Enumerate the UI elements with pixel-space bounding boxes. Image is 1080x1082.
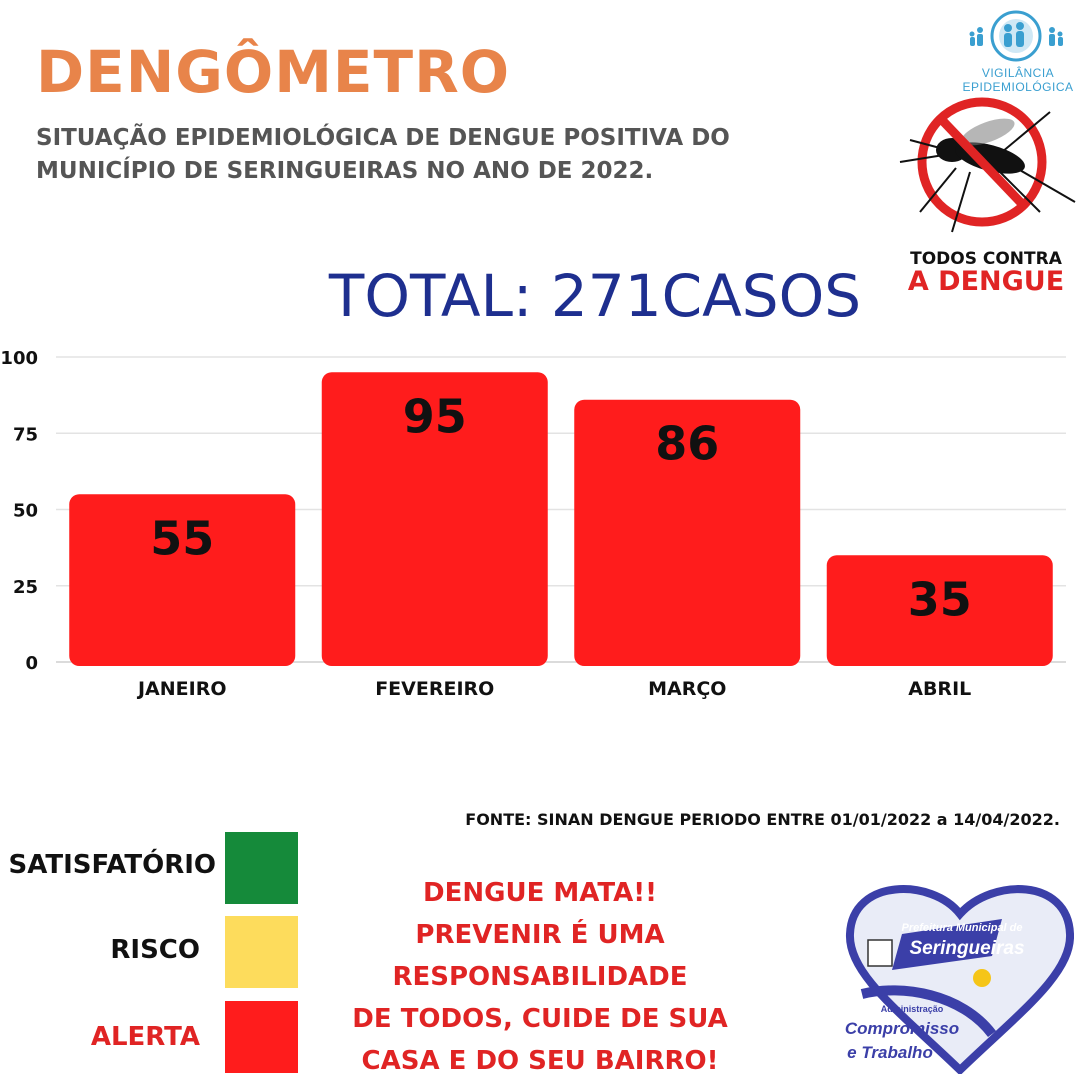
vigilancia-line-1: VIGILÂNCIA <box>981 66 1055 80</box>
prefeitura-line-5: e Trabalho <box>847 1043 933 1062</box>
prefeitura-logo: Prefeitura Municipal de Seringueiras Adm… <box>845 885 1074 1074</box>
x-tick-label: ABRIL <box>908 678 971 700</box>
legend-label-alert: ALERTA <box>90 1022 200 1052</box>
prefeitura-line-2: Seringueiras <box>909 938 1024 959</box>
vigilancia-logo: VIGILÂNCIA EPIDEMIOLÓGICA <box>958 6 1078 98</box>
message-line: DENGUE MATA!! <box>423 878 657 908</box>
y-tick-label: 100 <box>0 348 38 369</box>
y-tick-label: 25 <box>13 577 38 598</box>
data-label: 95 <box>403 389 467 443</box>
bar <box>69 494 296 666</box>
bar <box>826 555 1053 666</box>
prefeitura-line-3: Administração <box>881 1004 944 1014</box>
legend-swatch-satisfactory <box>225 832 298 904</box>
x-tick-label: FEVEREIRO <box>375 678 494 700</box>
y-tick-label: 75 <box>13 424 38 445</box>
vigilancia-emblem-icon <box>969 10 1063 62</box>
data-label: 35 <box>908 572 972 626</box>
no-mosquito-icon <box>899 97 1076 233</box>
message-line: RESPONSABILIDADE <box>392 962 688 992</box>
legend-label-satisfactory: SATISFATÓRIO <box>8 850 216 880</box>
data-source: FONTE: SINAN DENGUE PERIODO ENTRE 01/01/… <box>465 810 1060 829</box>
campaign-line-1: TODOS CONTRA <box>910 249 1062 269</box>
y-tick-label: 50 <box>13 501 38 522</box>
page-subtitle: SITUAÇÃO EPIDEMIOLÓGICA DE DENGUE POSITI… <box>36 125 730 184</box>
message-line: DE TODOS, CUIDE DE SUA <box>352 1004 728 1034</box>
bar <box>321 372 548 666</box>
prefeitura-line-4: Compromisso <box>845 1019 959 1038</box>
prevention-message: DENGUE MATA!! PREVENIR É UMA RESPONSABIL… <box>340 872 740 1082</box>
legend-label-risk: RISCO <box>110 935 200 965</box>
bar <box>574 399 801 666</box>
message-line: PREVENIR É UMA <box>415 920 665 950</box>
legend-swatch-risk <box>225 916 298 988</box>
vigilancia-line-2: EPIDEMIOLÓGICA <box>962 80 1074 94</box>
bar-chart: 0 25 50 75 100 55 JANEIRO 95 FEVEREIRO 86 MARÇO 35 A… <box>0 348 1066 700</box>
total-cases: TOTAL: 271CASOS <box>328 262 862 330</box>
prefeitura-line-1: Prefeitura Municipal de <box>901 922 1022 934</box>
data-label: 55 <box>150 511 214 565</box>
x-tick-label: MARÇO <box>648 678 726 700</box>
legend-swatch-alert <box>225 1001 298 1073</box>
x-tick-label: JANEIRO <box>136 678 227 700</box>
page-title: DENGÔMETRO <box>36 38 511 106</box>
campaign-line-2: A DENGUE <box>907 266 1065 297</box>
y-tick-label: 0 <box>25 653 38 674</box>
message-line: CASA E DO SEU BAIRRO! <box>361 1046 719 1076</box>
data-label: 86 <box>655 417 719 471</box>
